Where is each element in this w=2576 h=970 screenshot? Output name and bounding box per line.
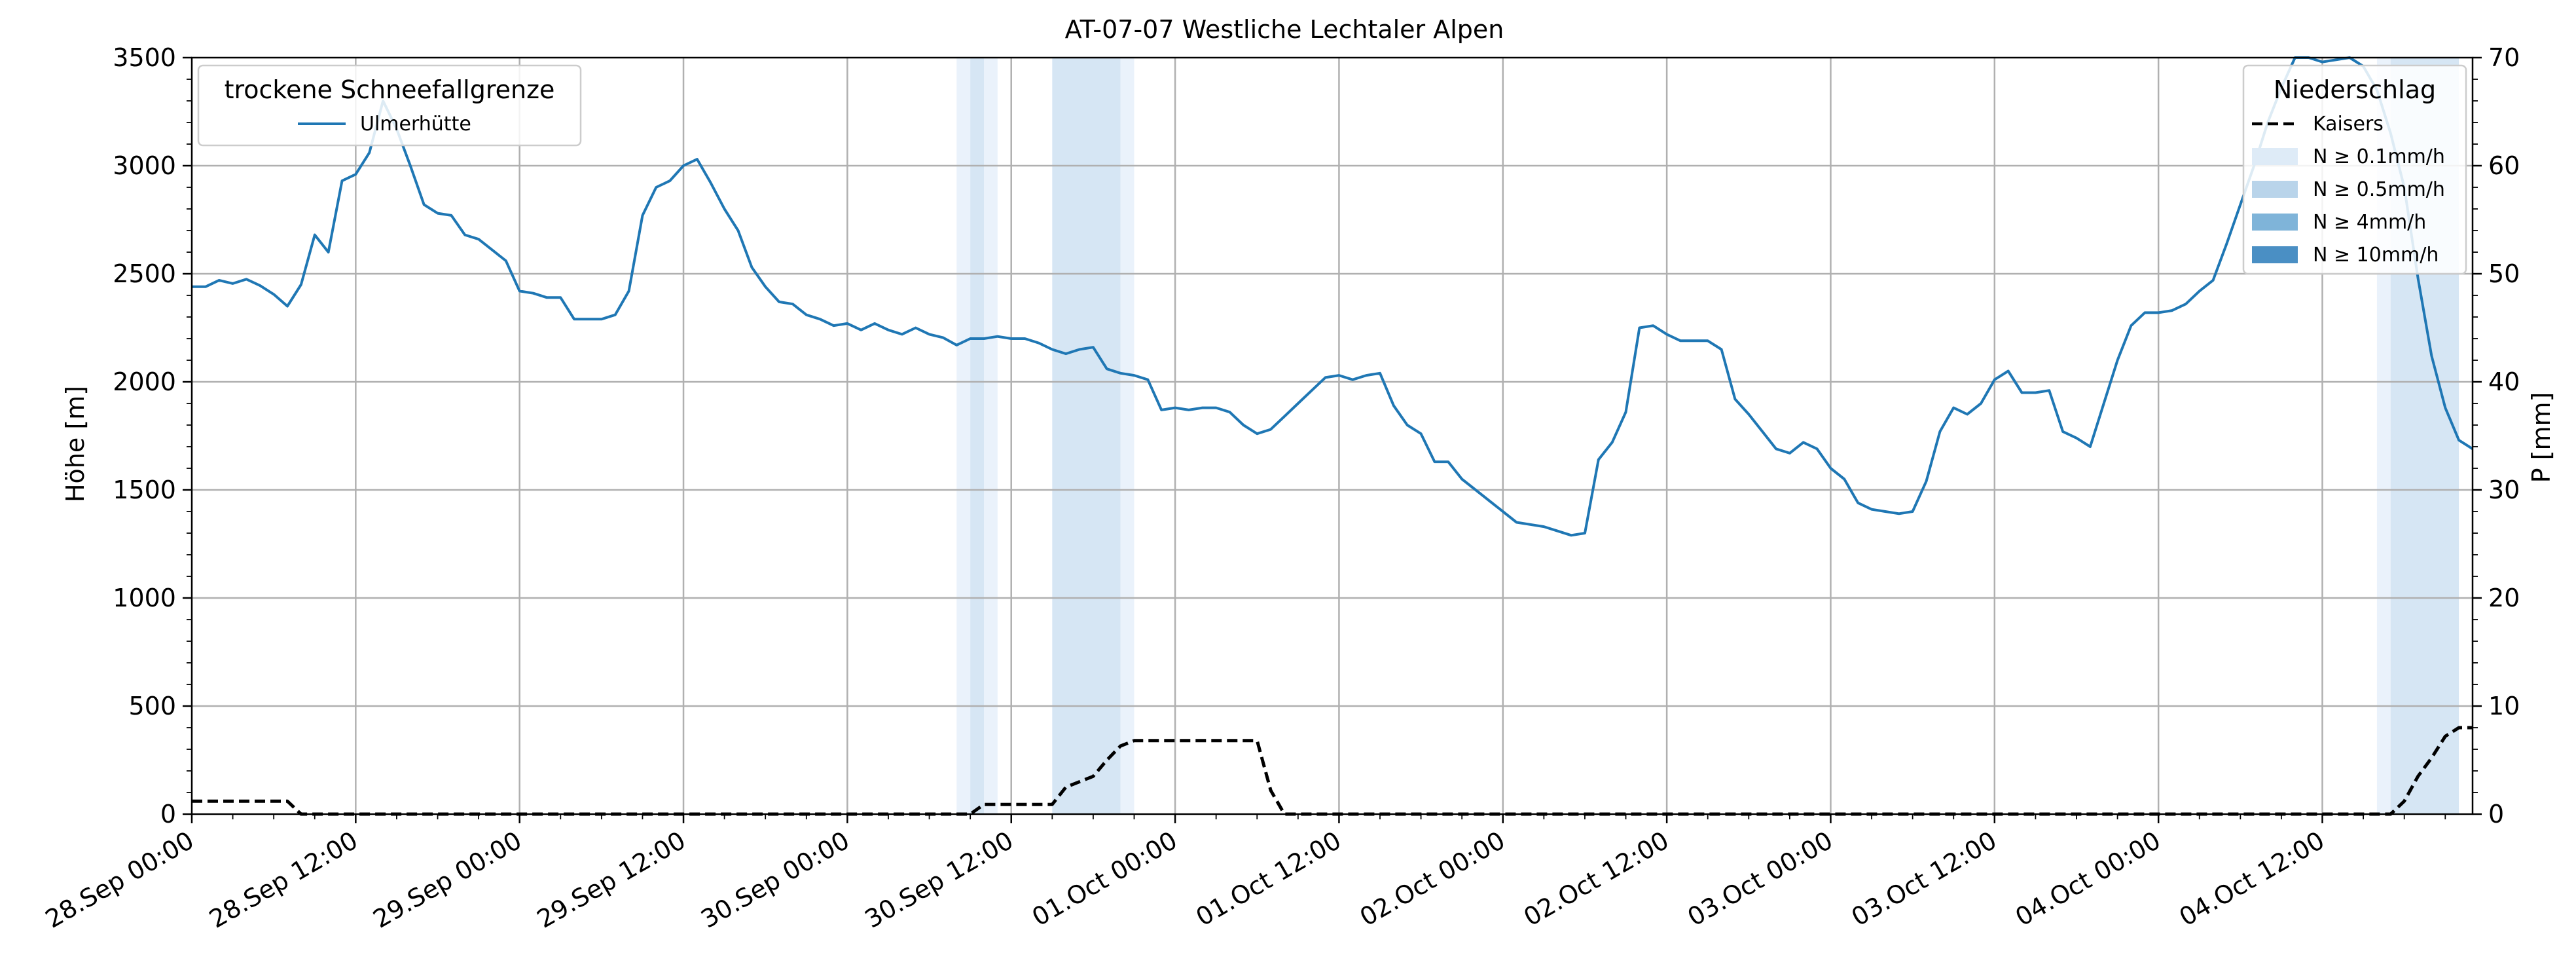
y2-tick-label-4: 40 [2488,367,2520,396]
chart-title: AT-07-07 Westliche Lechtaler Alpen [1065,15,1504,44]
y2-axis-label: P [mm] [2527,392,2556,483]
y-tick-label-3: 1500 [113,476,176,504]
legend-precip-title: Niederschlag [2274,75,2436,104]
y-tick-label-1: 500 [128,692,176,720]
y-tick-label-4: 2000 [113,367,176,396]
legend-label-ulmerhuette: Ulmerhütte [360,113,471,136]
legend-snowline: trockene Schneefallgrenze Ulmerhütte [197,64,582,147]
legend-swatch-n4 [2252,214,2298,231]
legend-label-n01: N ≥ 0.1mm/h [2313,145,2445,168]
y-axis-label: Höhe [m] [61,386,90,502]
series-layer [192,56,2474,816]
y2-tick-label-5: 50 [2488,259,2520,288]
y-tick-label-2: 1000 [113,584,176,612]
legend-precip: Niederschlag Kaisers N ≥ 0.1mm/h N ≥ 0.5… [2242,64,2467,275]
legend-label-kaisers: Kaisers [2313,113,2384,136]
y-tick-label-6: 3000 [113,151,176,180]
y2-tick-label-2: 20 [2488,584,2520,612]
legend-swatch-n10 [2252,246,2298,263]
precip-band-4 [1120,58,1134,814]
legend-precip-box [2242,64,2467,275]
legend-swatch-n05 [2252,181,2298,198]
series-line-ulmerh-tte [192,56,2474,537]
y-tick-label-7: 3500 [113,43,176,72]
legend-snowline-box [197,64,582,147]
precip-band-3 [1052,58,1121,814]
y-tick-label-5: 2500 [113,259,176,288]
grid-layer [192,58,2473,814]
y-tick-label-0: 0 [160,800,176,829]
precip-band-2 [984,58,998,814]
y2-tick-label-0: 0 [2488,800,2504,829]
legend-swatch-n01 [2252,148,2298,165]
precip-band-1 [970,58,985,814]
plot-frame [190,56,2474,815]
legend-label-n4: N ≥ 4mm/h [2313,211,2426,234]
legend-label-n10: N ≥ 10mm/h [2313,244,2439,267]
y2-tick-label-1: 10 [2488,692,2520,720]
legend-label-n05: N ≥ 0.5mm/h [2313,178,2445,201]
y2-tick-label-6: 60 [2488,151,2520,180]
y2-tick-label-7: 70 [2488,43,2520,72]
series-line-kaisers [192,726,2473,816]
legend-snowline-title: trockene Schneefallgrenze [225,75,555,104]
precip-band-0 [956,58,971,814]
y2-tick-label-3: 30 [2488,476,2520,504]
